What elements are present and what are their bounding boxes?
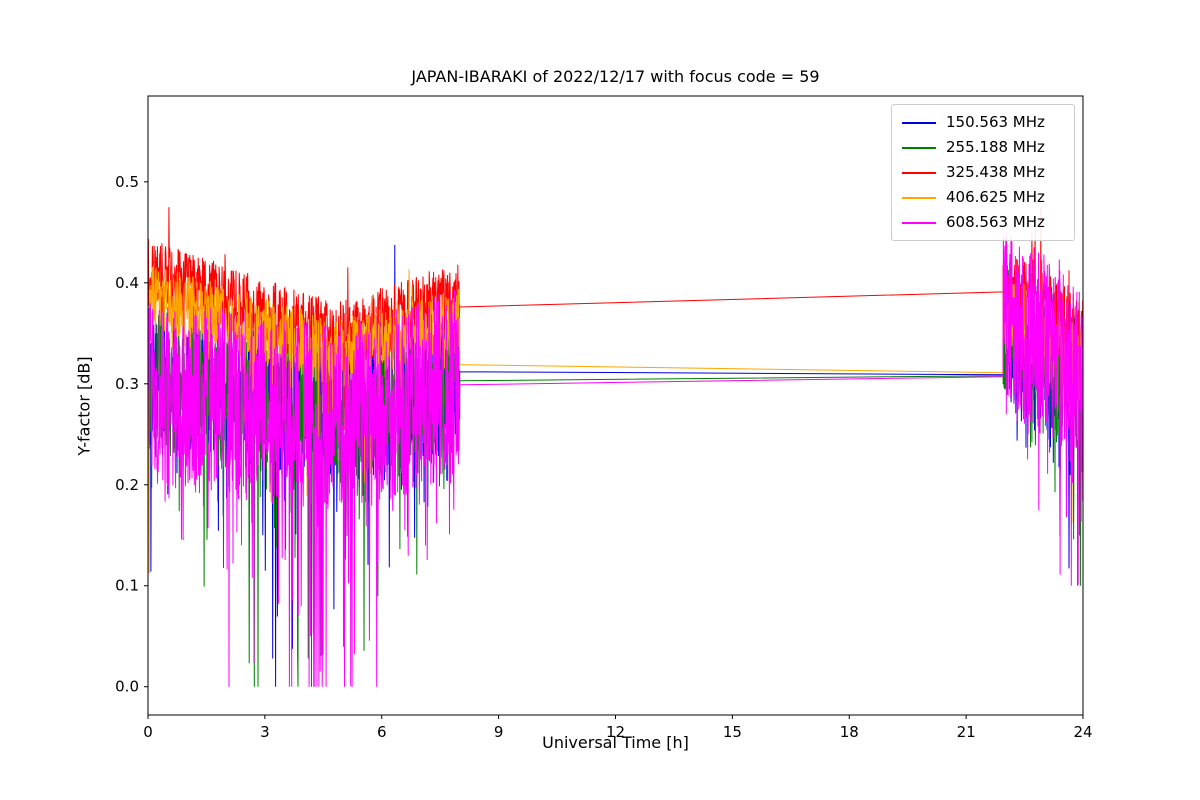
- series-line-5: [147, 233, 1084, 687]
- axes-frame: [147, 95, 1084, 716]
- x-tick-label: 12: [606, 723, 625, 741]
- x-tick-label: 24: [1073, 723, 1092, 741]
- legend-entry: 255.188 MHz: [902, 135, 1064, 160]
- legend-line-swatch: [902, 196, 936, 199]
- legend-line-swatch: [902, 146, 936, 149]
- y-tick-label: 0.1: [115, 577, 139, 595]
- legend: 150.563 MHz 255.188 MHz 325.438 MHz 406.625…: [891, 104, 1075, 241]
- series-line-1: [147, 244, 1084, 687]
- chart-title: JAPAN-IBARAKI of 2022/12/17 with focus c…: [411, 67, 820, 86]
- x-tick-label: 3: [260, 723, 270, 741]
- x-tick-label: 21: [957, 723, 976, 741]
- y-tick-label: 0.5: [115, 173, 139, 191]
- x-tick-label: 9: [494, 723, 504, 741]
- x-axis-label: Universal Time [h]: [542, 733, 689, 752]
- legend-entry: 608.563 MHz: [902, 210, 1064, 235]
- y-tick-label: 0.4: [115, 274, 139, 292]
- legend-label: 150.563 MHz: [946, 113, 1045, 131]
- legend-entry: 325.438 MHz: [902, 160, 1064, 185]
- legend-label: 608.563 MHz: [946, 213, 1045, 231]
- legend-label: 255.188 MHz: [946, 138, 1045, 156]
- legend-entry: 150.563 MHz: [902, 110, 1064, 135]
- legend-line-swatch: [902, 171, 936, 174]
- y-tick-label: 0.3: [115, 375, 139, 393]
- legend-line-swatch: [902, 121, 936, 124]
- legend-label: 325.438 MHz: [946, 163, 1045, 181]
- y-tick-label: 0.0: [115, 678, 139, 696]
- x-tick-label: 0: [143, 723, 153, 741]
- x-tick-label: 15: [723, 723, 742, 741]
- legend-entry: 406.625 MHz: [902, 185, 1064, 210]
- legend-line-swatch: [902, 221, 936, 224]
- legend-label: 406.625 MHz: [946, 188, 1045, 206]
- y-tick-label: 0.2: [115, 476, 139, 494]
- x-tick-label: 6: [377, 723, 387, 741]
- x-tick-label: 18: [840, 723, 859, 741]
